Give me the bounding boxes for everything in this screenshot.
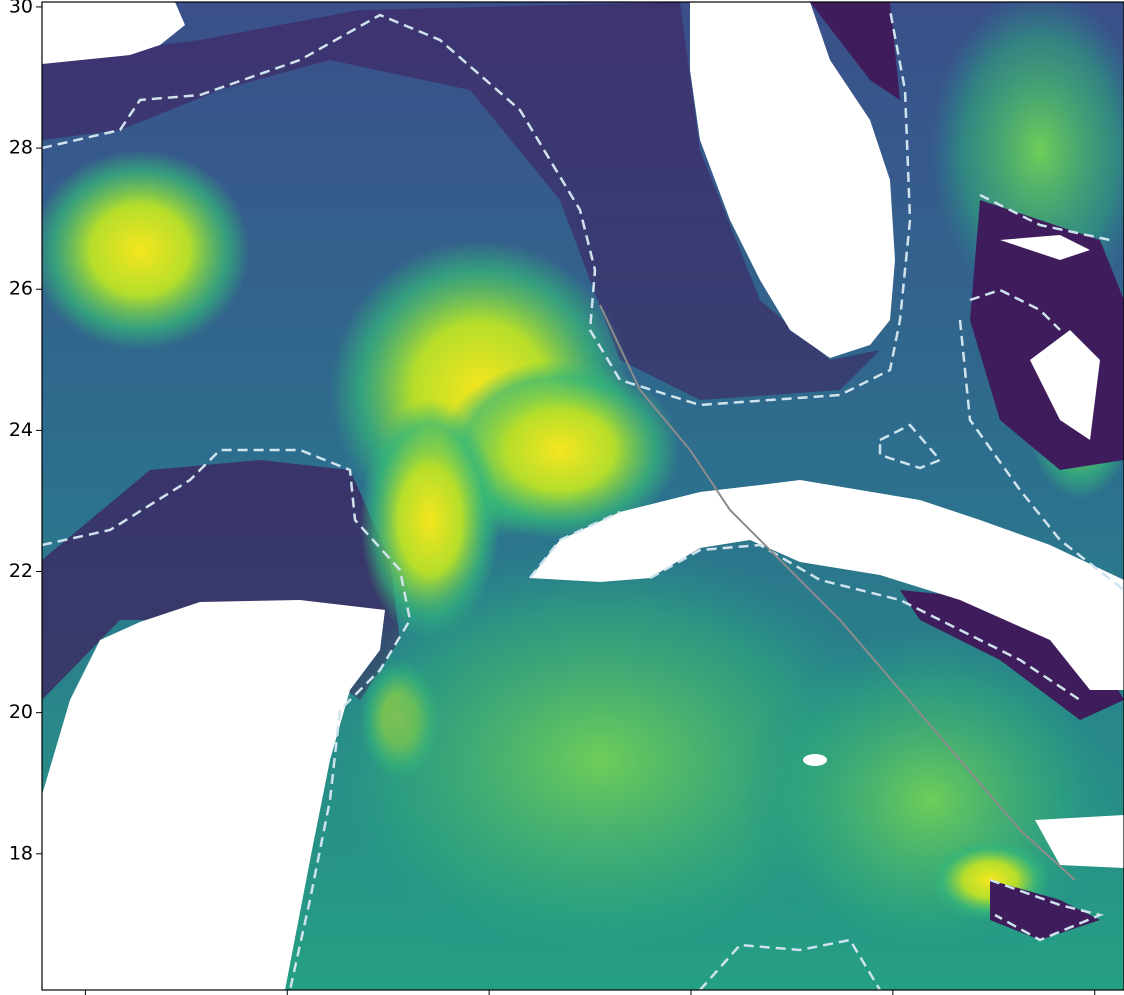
map-field xyxy=(30,0,1124,990)
y-tick-label: 24 xyxy=(9,419,33,441)
y-tick-label: 22 xyxy=(9,560,33,582)
y-tick-label: 26 xyxy=(9,278,33,300)
y-tick-label: 28 xyxy=(9,137,33,159)
y-tick-label: 20 xyxy=(9,701,33,723)
y-tick-label: 30 xyxy=(9,0,33,17)
y-tick-label: 18 xyxy=(9,842,33,864)
map-figure: 18202224262830272274276278280282 xyxy=(0,0,1124,995)
